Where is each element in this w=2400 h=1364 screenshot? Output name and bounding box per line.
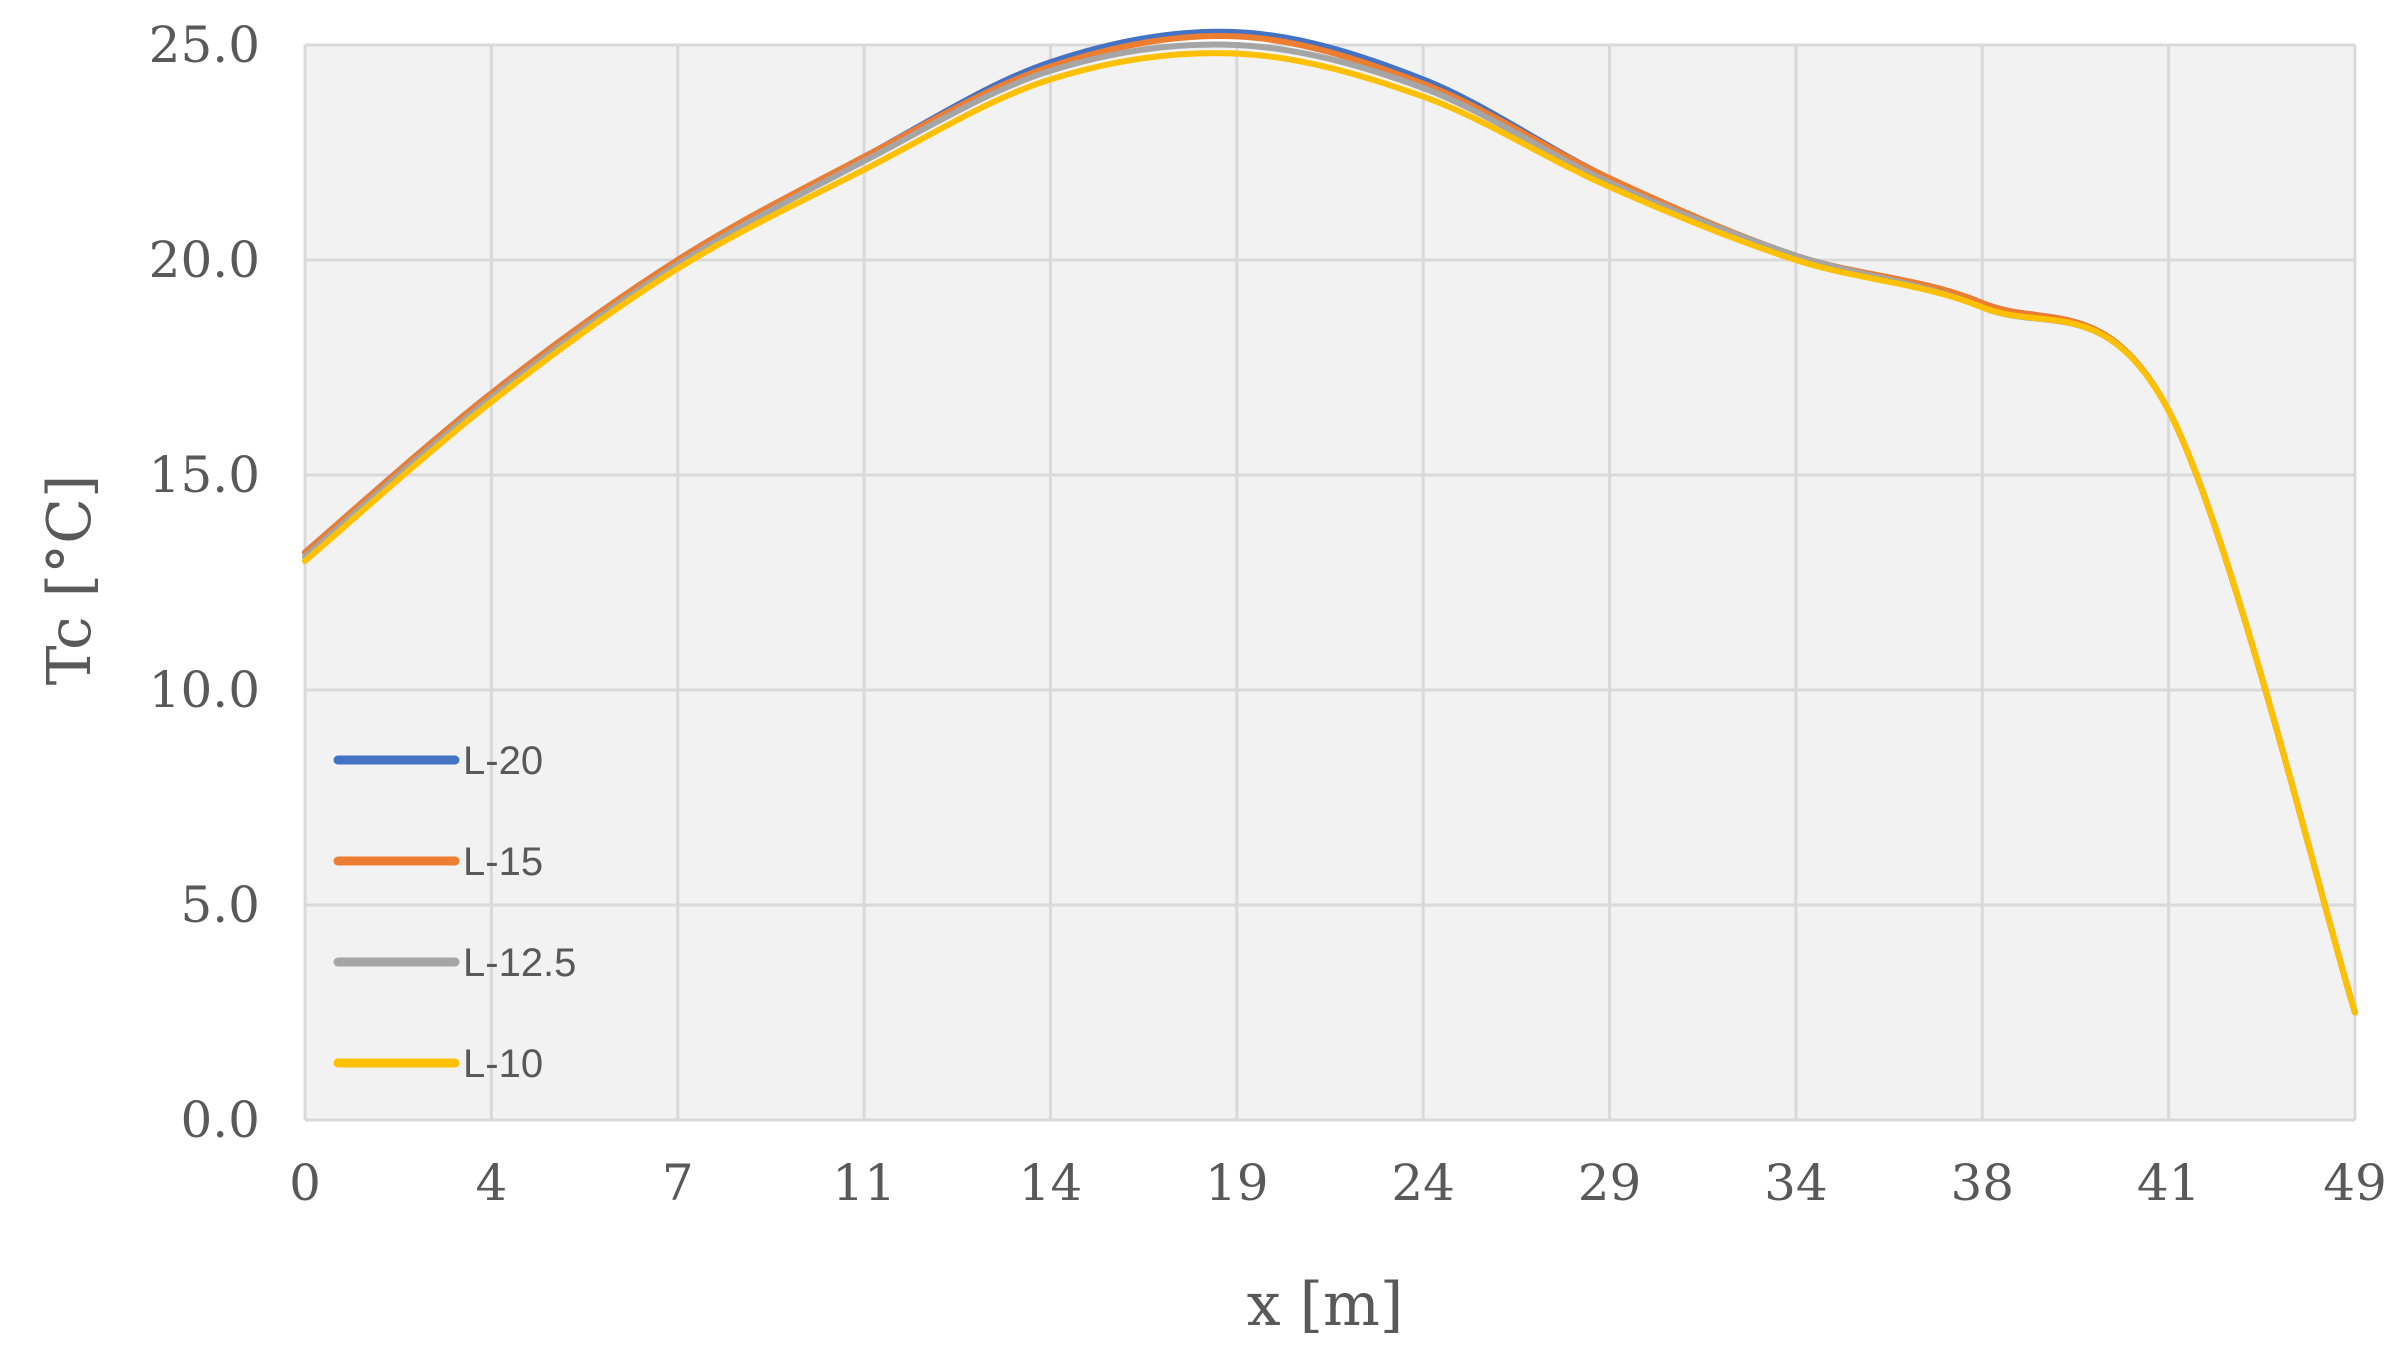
x-tick-label: 14 — [1019, 1154, 1083, 1212]
y-axis-title: Tc [°C] — [35, 475, 105, 686]
x-tick-label: 19 — [1205, 1154, 1269, 1212]
legend-label-l-20: L-20 — [463, 739, 543, 783]
y-tick-label: 25.0 — [149, 16, 260, 74]
x-tick-label: 49 — [2323, 1154, 2387, 1212]
x-tick-label: 38 — [1950, 1154, 2014, 1212]
series-lines — [302, 28, 2358, 1016]
x-tick-label: 7 — [662, 1154, 694, 1212]
x-axis-title: x [m] — [1247, 1270, 1404, 1340]
x-tick-label: 29 — [1578, 1154, 1642, 1212]
y-tick-label: 10.0 — [149, 661, 260, 719]
x-tick-label: 24 — [1391, 1154, 1455, 1212]
y-tick-label: 0.0 — [180, 1091, 260, 1149]
x-tick-label: 41 — [2137, 1154, 2201, 1212]
x-tick-label: 34 — [1764, 1154, 1828, 1212]
plot-area-background — [305, 45, 2355, 1120]
y-axis-ticks: 0.0 5.0 10.0 15.0 20.0 25.0 — [149, 16, 260, 1149]
legend-label-l-12-5: L-12.5 — [463, 941, 576, 985]
series-line-l-10 — [302, 50, 2358, 1016]
x-axis-ticks: 0 4 7 11 14 19 24 29 34 38 41 49 — [289, 1154, 2387, 1212]
x-tick-label: 11 — [832, 1154, 896, 1212]
x-tick-label: 0 — [289, 1154, 321, 1212]
y-tick-label: 5.0 — [180, 876, 260, 934]
y-tick-label: 15.0 — [149, 446, 260, 504]
y-tick-label: 20.0 — [149, 231, 260, 289]
x-tick-label: 4 — [475, 1154, 507, 1212]
legend-label-l-10: L-10 — [463, 1042, 543, 1086]
legend-label-l-15: L-15 — [463, 840, 543, 884]
legend: L-20 L-15 L-12.5 L-10 — [333, 739, 576, 1086]
